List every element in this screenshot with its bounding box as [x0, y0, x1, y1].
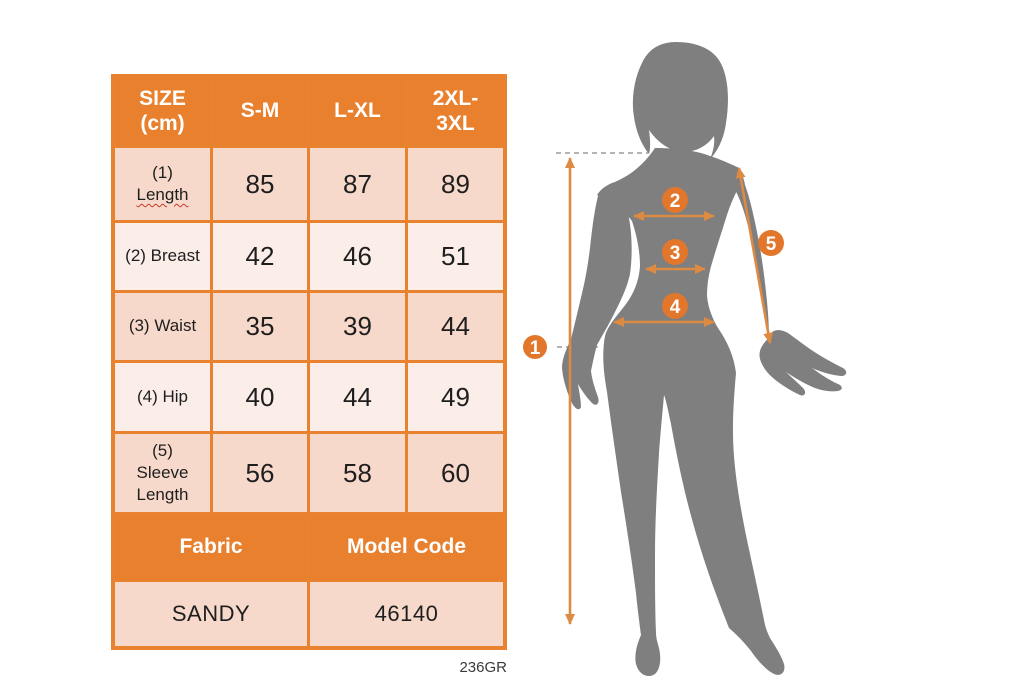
- row-label-sleeve-word2: Length: [136, 485, 189, 505]
- header-size-cm-label: SIZE (cm): [139, 87, 186, 135]
- weight-note: 236GR: [459, 659, 507, 676]
- marker-3-circle: [662, 239, 688, 265]
- marker-5-label: 5: [766, 234, 777, 255]
- row-label-breast: (2) Breast: [115, 223, 210, 290]
- value-breast-s-m: 42: [213, 223, 307, 290]
- header-col-l-xl: L-XL: [310, 78, 405, 145]
- header-size-cm: SIZE (cm): [115, 78, 210, 145]
- value-hip-s-m: 40: [213, 363, 307, 431]
- body-silhouette: [562, 42, 847, 676]
- silhouette-left-arm: [562, 184, 632, 410]
- value-breast-l-xl: 46: [310, 223, 405, 290]
- fabric-value: SANDY: [115, 582, 307, 646]
- row-label-waist: (3) Waist: [115, 293, 210, 360]
- header-col-2xl-3xl-label: 2XL-3XL: [432, 87, 479, 135]
- size-chart-table: SIZE (cm) S-M L-XL 2XL-3XL (1) Length 85…: [111, 74, 507, 650]
- row-label-breast-text: (2) Breast: [125, 246, 200, 266]
- value-length-s-m: 85: [213, 148, 307, 220]
- marker-1-label: 1: [530, 338, 541, 359]
- value-length-2xl-3xl: 89: [408, 148, 503, 220]
- fabric-header: Fabric: [115, 515, 307, 579]
- row-label-length: (1) Length: [115, 148, 210, 220]
- row-label-hip-text: (4) Hip: [136, 386, 188, 406]
- header-col-s-m: S-M: [213, 78, 307, 145]
- model-code-header: Model Code: [310, 515, 503, 579]
- marker-2-label: 2: [670, 191, 681, 212]
- measurement-markers: 1 2 3 4 5: [523, 187, 784, 359]
- marker-2-circle: [662, 187, 688, 213]
- value-waist-l-xl: 39: [310, 293, 405, 360]
- silhouette-torso-legs: [597, 148, 785, 676]
- arrow-sleeve: [735, 167, 774, 344]
- measurement-arrows: [565, 157, 774, 625]
- value-hip-2xl-3xl: 49: [408, 363, 503, 431]
- value-breast-2xl-3xl: 51: [408, 223, 503, 290]
- row-label-sleeve-length: (5) Sleeve Length: [115, 434, 210, 512]
- row-label-hip: (4) Hip: [115, 363, 210, 431]
- marker-3-label: 3: [670, 243, 681, 264]
- value-sleeve-s-m: 56: [213, 434, 307, 512]
- silhouette-head: [632, 42, 728, 159]
- marker-5-circle: [758, 230, 784, 256]
- value-waist-2xl-3xl: 44: [408, 293, 503, 360]
- marker-1-circle: [523, 335, 547, 359]
- silhouette-right-arm: [700, 153, 847, 396]
- value-waist-s-m: 35: [213, 293, 307, 360]
- value-sleeve-2xl-3xl: 60: [408, 434, 503, 512]
- row-label-length-word: Length: [136, 185, 189, 204]
- marker-4-circle: [662, 293, 688, 319]
- row-label-sleeve-word1: Sleeve: [136, 462, 189, 482]
- value-hip-l-xl: 44: [310, 363, 405, 431]
- row-label-sleeve-prefix: (5): [152, 440, 173, 460]
- value-sleeve-l-xl: 58: [310, 434, 405, 512]
- row-label-waist-text: (3) Waist: [128, 316, 197, 336]
- model-code-value: 46140: [310, 582, 503, 646]
- marker-4-label: 4: [670, 297, 681, 318]
- header-col-2xl-3xl: 2XL-3XL: [408, 78, 503, 145]
- value-length-l-xl: 87: [310, 148, 405, 220]
- row-label-length-prefix: (1): [152, 162, 173, 182]
